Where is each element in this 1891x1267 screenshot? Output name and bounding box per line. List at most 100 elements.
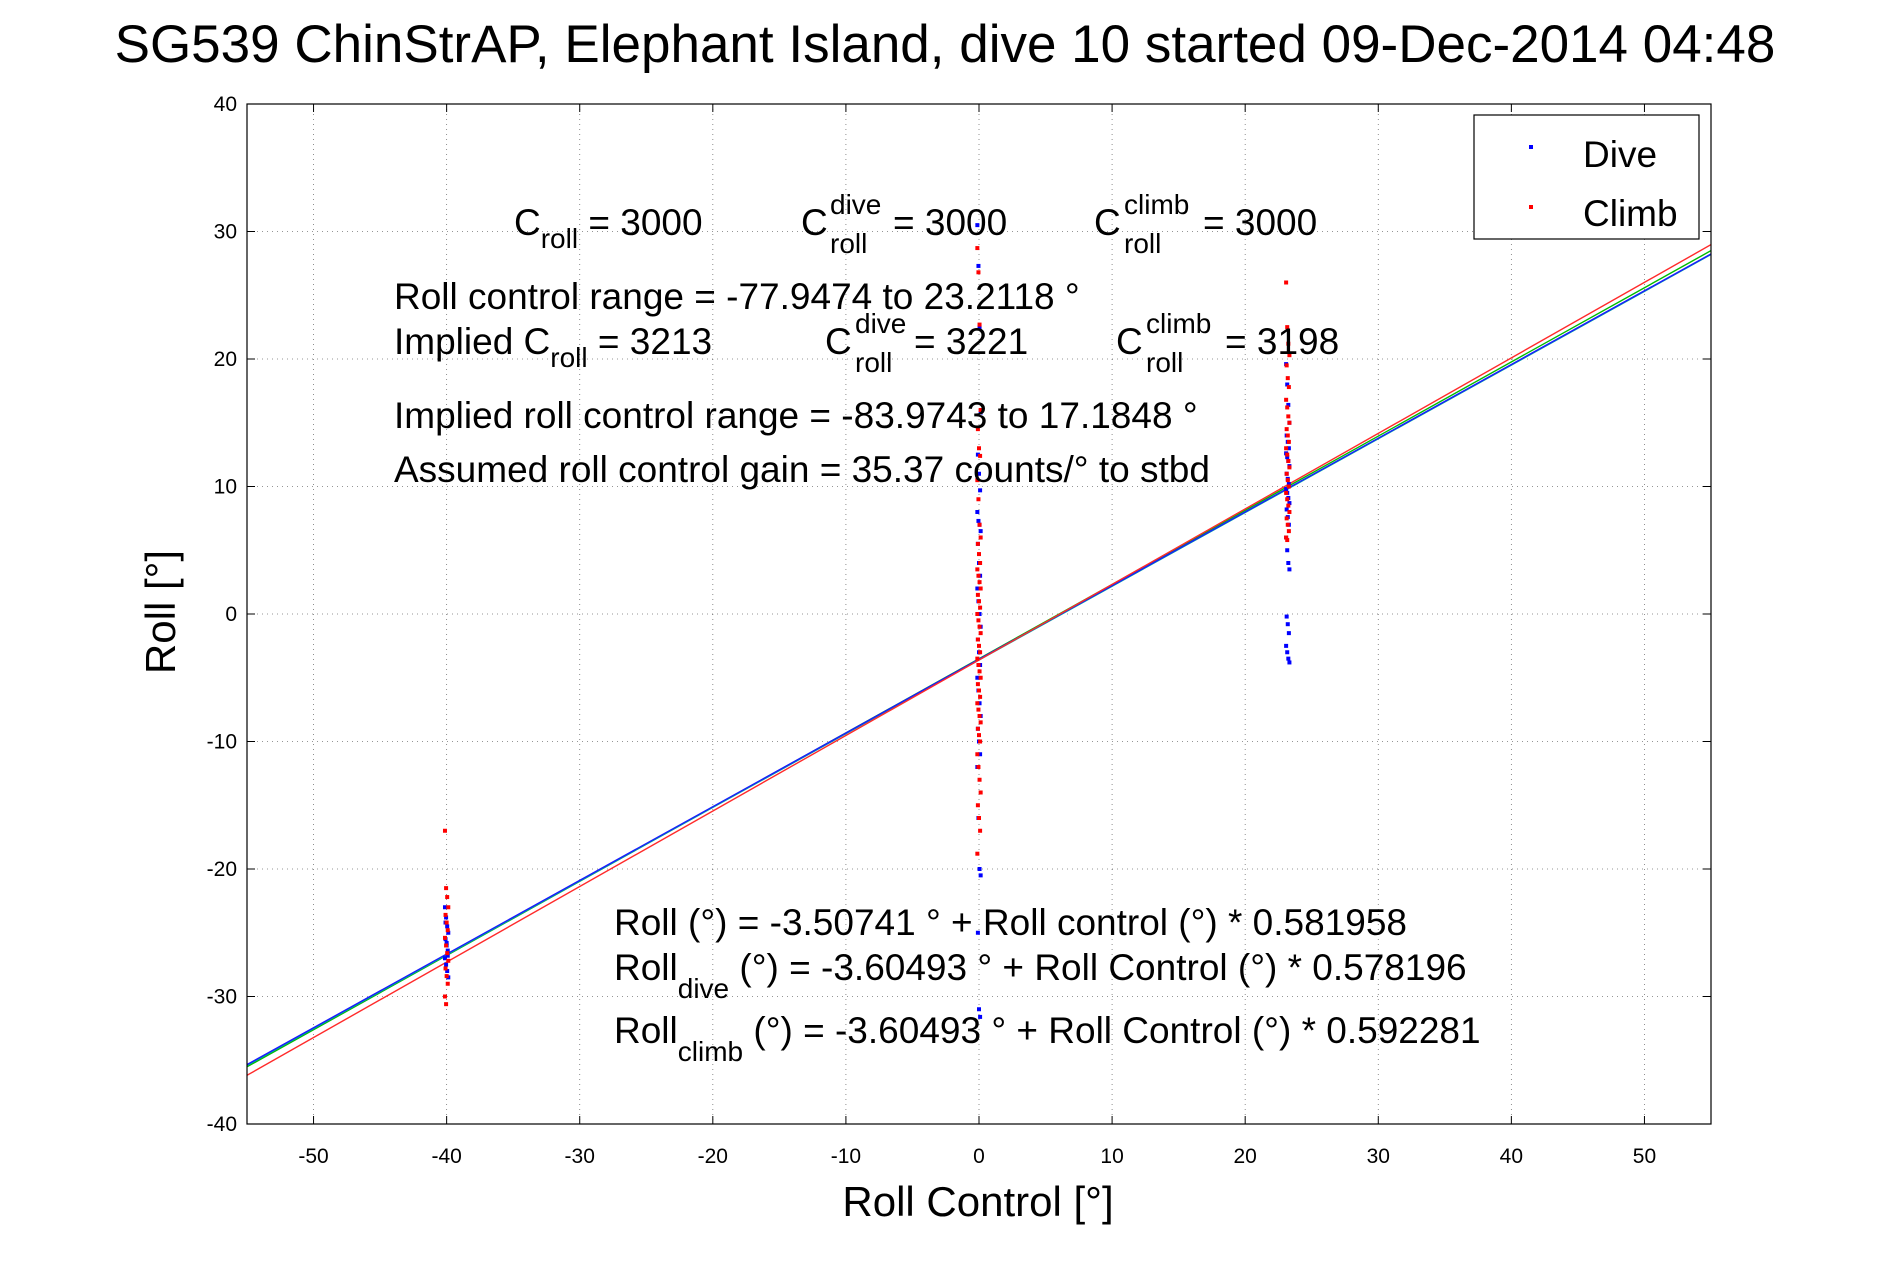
dive-point [975, 452, 980, 457]
climb-point [977, 669, 982, 674]
climb-point [975, 803, 980, 808]
plot-frame [246, 103, 1712, 1125]
y-tick-label: 40 [214, 93, 237, 116]
climb-point [977, 580, 982, 585]
annotation-roll-control-range: Roll control range = -77.9474 to 23.2118… [394, 276, 1080, 317]
legend-label-climb: Climb [1583, 193, 1678, 234]
climb-point [442, 935, 447, 940]
annotation-fit-climb-base: Roll [614, 1010, 678, 1051]
dive-point [445, 924, 450, 929]
climb-point [1286, 459, 1291, 463]
dive-point [444, 915, 449, 920]
climb-point [976, 663, 981, 667]
annotation-fit-dive-tail: (°) = -3.60493 ° + Roll Control (°) * 0.… [729, 947, 1467, 988]
climb-point [442, 828, 447, 833]
climb-point [978, 790, 983, 795]
dive-point [977, 867, 982, 871]
climb-point [1284, 397, 1289, 402]
climb-point [445, 981, 450, 986]
x-tick-label: 10 [1100, 1145, 1123, 1168]
climb-point [978, 605, 983, 610]
climb-point [444, 943, 449, 948]
dive-point [1284, 507, 1289, 512]
y-tick-label: -10 [207, 731, 237, 754]
climb-point [1287, 420, 1292, 425]
climb-point [1285, 433, 1290, 438]
dive-point [1286, 656, 1291, 661]
climb-point [975, 726, 980, 731]
x-tick-label: -40 [431, 1145, 461, 1168]
dive-point [975, 586, 980, 591]
climb-point [975, 637, 980, 642]
climb-point [1286, 529, 1291, 534]
climb-point [975, 752, 980, 757]
dive-point [1284, 643, 1289, 648]
climb-point [977, 777, 982, 782]
climb-point [1284, 516, 1289, 521]
climb-point [977, 714, 982, 718]
climb-point [1285, 325, 1290, 330]
climb-point [1284, 280, 1289, 285]
dive-point [442, 956, 447, 961]
annotation-assumed-gain: Assumed roll control gain = 35.37 counts… [394, 449, 1210, 490]
climb-point [1285, 478, 1290, 483]
legend-marker-climb [1529, 205, 1533, 209]
annotation-implied-c-roll-climb-sub: roll [1146, 347, 1183, 378]
dive-point [975, 510, 980, 514]
annotation-implied-c-roll-sub: roll [550, 342, 587, 373]
climb-point [443, 966, 448, 971]
climb-point [1285, 522, 1290, 527]
dive-point [975, 223, 980, 228]
climb-point [975, 427, 980, 432]
dive-point [1286, 561, 1291, 565]
annotation-implied-c-roll-dive-base: C [825, 321, 852, 362]
dive-point [1286, 402, 1291, 407]
annotation-implied-range: Implied roll control range = -83.9743 to… [394, 395, 1198, 436]
dive-point [975, 675, 980, 680]
climb-point [1285, 497, 1290, 502]
dive-point [978, 1014, 983, 1019]
climb-point [1284, 363, 1289, 368]
dive-point [978, 752, 983, 757]
dive-point [1285, 455, 1290, 460]
dive-point [445, 953, 450, 958]
dive-point [1285, 650, 1290, 655]
climb-point [1284, 490, 1289, 495]
climb-point [977, 816, 981, 820]
climb-point [444, 920, 449, 925]
dive-point [1286, 481, 1291, 486]
climb-point [976, 707, 981, 712]
chart-title: SG539 ChinStrAP, Elephant Island, dive 1… [115, 15, 1776, 74]
annotation-c-roll: Croll = 3000 [514, 202, 703, 254]
annotation-c-roll-dive-tail: = 3000 [893, 202, 1007, 243]
dive-point [444, 940, 449, 945]
annotation-c-roll-sub: roll [541, 223, 578, 254]
climb-point [446, 958, 451, 963]
dive-point [1284, 614, 1289, 619]
dive-point [1286, 446, 1291, 451]
x-tick-label: 20 [1234, 1145, 1257, 1168]
climb-point [1286, 484, 1291, 489]
dive-point [442, 905, 447, 910]
climb-point [975, 656, 980, 661]
annotation-implied-c-roll-dive-tail: = 3221 [914, 321, 1028, 362]
climb-point [978, 720, 983, 725]
annotation-c-roll-dive-sub: roll [830, 228, 867, 259]
annotation-fit-dive-base: Roll [614, 947, 678, 988]
annotation-c-roll-climb-sub: roll [1124, 228, 1161, 259]
climb-point [975, 478, 980, 483]
climb-point [1286, 414, 1291, 419]
y-tick-label: 30 [214, 221, 237, 244]
annotation-c-roll-climb-base: C [1094, 202, 1121, 243]
x-tick-label: 50 [1633, 1145, 1656, 1168]
dive-point [1287, 567, 1292, 572]
legend-label-dive: Dive [1583, 134, 1657, 175]
annotation-fit-climb: Rollclimb (°) = -3.60493 ° + Roll Contro… [614, 1010, 1481, 1067]
climb-point [977, 522, 982, 527]
climb-point [977, 322, 982, 327]
y-tick-label: 10 [214, 476, 237, 499]
axis-ticks: -50 -40 -30 -20 -10 0 10 20 30 40 50 -40 -30 -20 -10 0 1… [207, 93, 1711, 1168]
dive-point [976, 263, 981, 268]
climb-point [1287, 353, 1292, 358]
annotation-implied-c-roll-dive-sup: dive [855, 308, 906, 339]
